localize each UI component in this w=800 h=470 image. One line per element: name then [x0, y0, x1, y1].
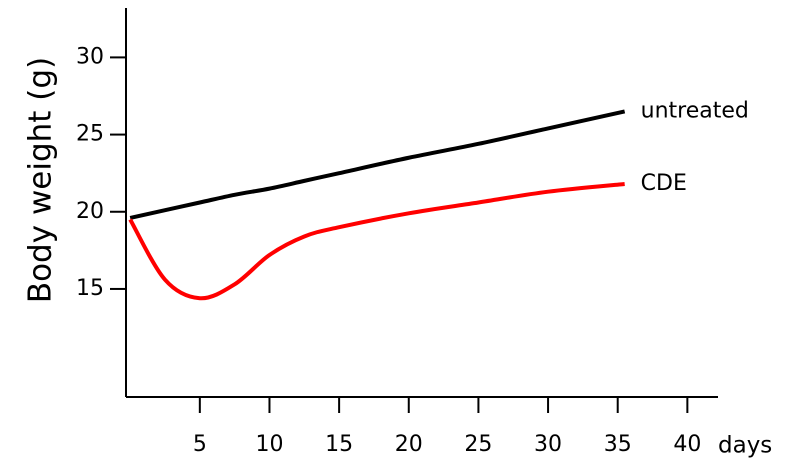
- x-axis-label: days: [718, 433, 772, 459]
- series-label: untreated: [641, 98, 749, 123]
- x-tick-label: 10: [255, 432, 283, 457]
- y-axis-label: Body weight (g): [23, 57, 59, 303]
- x-tick-label: 5: [193, 432, 207, 457]
- y-tick-label: 15: [76, 276, 104, 301]
- x-tick-label: 25: [464, 432, 492, 457]
- y-tick-label: 20: [76, 199, 104, 224]
- series-line: [128, 181, 625, 301]
- x-tick-label: 15: [325, 432, 353, 457]
- series-label: CDE: [641, 171, 687, 196]
- x-tick-label: 40: [673, 432, 701, 457]
- x-tick-label: 35: [604, 432, 632, 457]
- x-tick-label: 30: [534, 432, 562, 457]
- x-tick-label: 20: [395, 432, 423, 457]
- y-tick-label: 30: [76, 44, 104, 69]
- y-tick-label: 25: [76, 122, 104, 147]
- series-line: [129, 109, 626, 220]
